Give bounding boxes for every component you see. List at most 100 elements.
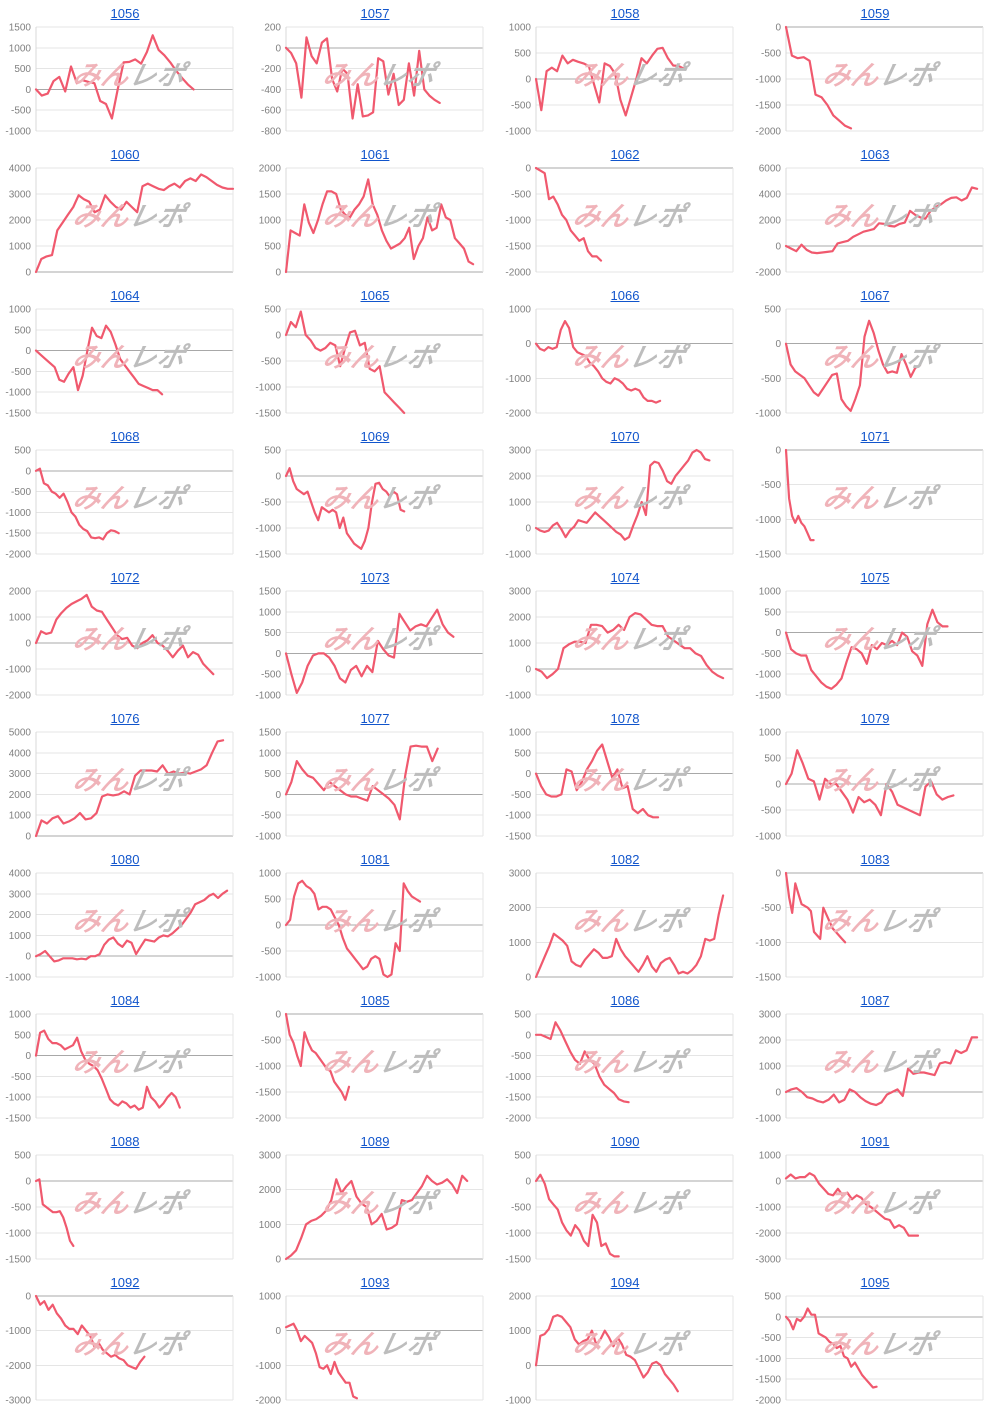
line-chart: 1500 1000 500 0 -500 -1000 みんレポ xyxy=(250,727,500,845)
line-chart: 1000 500 0 -500 -1000 -1500 みんレポ xyxy=(0,304,250,422)
y-tick-label: -2000 xyxy=(505,409,531,420)
line-chart: 3000 2000 1000 0 みんレポ xyxy=(500,868,750,986)
data-series-line xyxy=(784,608,949,690)
chart-title-link[interactable]: 1081 xyxy=(360,852,390,867)
y-tick-label: -1500 xyxy=(5,529,31,540)
y-tick-label: -500 xyxy=(511,1203,531,1214)
y-tick-label: 1000 xyxy=(259,748,282,759)
chart-title-link[interactable]: 1094 xyxy=(610,1275,640,1290)
y-tick-label: 0 xyxy=(275,790,281,801)
chart-title-link[interactable]: 1076 xyxy=(110,711,140,726)
chart-cell: 1084 1000 500 0 -500 -1000 -1500 みんレポ xyxy=(0,987,250,1128)
chart-cell: 1071 0 -500 -1000 -1500 みんレポ xyxy=(750,423,1000,564)
chart-title-link[interactable]: 1083 xyxy=(860,852,890,867)
y-tick-label: -500 xyxy=(761,649,781,660)
y-tick-label: -500 xyxy=(511,190,531,201)
y-tick-label: -1000 xyxy=(505,1072,531,1083)
chart-title-link[interactable]: 1067 xyxy=(860,288,890,303)
line-chart: 3000 2000 1000 0 みんレポ xyxy=(250,1150,500,1268)
chart-title-link[interactable]: 1066 xyxy=(610,288,640,303)
y-tick-label: 3000 xyxy=(9,889,32,900)
chart-title-link[interactable]: 1078 xyxy=(610,711,640,726)
y-tick-label: 500 xyxy=(264,446,281,457)
chart-title-link[interactable]: 1080 xyxy=(110,852,140,867)
chart-title-link[interactable]: 1056 xyxy=(110,6,140,21)
chart-title-link[interactable]: 1070 xyxy=(610,429,640,444)
chart-cell: 1063 6000 4000 2000 0 -2000 みんレポ xyxy=(750,141,1000,282)
chart-title-link[interactable]: 1088 xyxy=(110,1134,140,1149)
chart-title-link[interactable]: 1068 xyxy=(110,429,140,444)
y-tick-label: 500 xyxy=(764,305,781,316)
y-tick-label: 0 xyxy=(775,446,781,457)
y-tick-label: -1000 xyxy=(255,1062,281,1073)
y-tick-label: 500 xyxy=(14,1151,31,1162)
y-tick-label: -1000 xyxy=(505,691,531,702)
chart-title-link[interactable]: 1073 xyxy=(360,570,390,585)
data-series-line xyxy=(534,448,711,541)
chart-title-link[interactable]: 1060 xyxy=(110,147,140,162)
chart-title-link[interactable]: 1063 xyxy=(860,147,890,162)
chart-title-link[interactable]: 1087 xyxy=(860,993,890,1008)
y-tick-label: -500 xyxy=(511,101,531,112)
data-series-line xyxy=(34,739,225,838)
chart-title-link[interactable]: 1091 xyxy=(860,1134,890,1149)
line-chart: 0 -500 -1000 -1500 -2000 みんレポ xyxy=(750,22,1000,140)
chart-title-link[interactable]: 1057 xyxy=(360,6,390,21)
y-tick-label: -1000 xyxy=(505,216,531,227)
y-tick-label: 1000 xyxy=(509,305,532,316)
line-chart: 200 0 -200 -400 -600 -800 みんレポ xyxy=(250,22,500,140)
chart-cell: 1073 1500 1000 500 0 -500 -1000 みんレポ xyxy=(250,564,500,705)
y-tick-label: 0 xyxy=(25,85,31,96)
chart-title-link[interactable]: 1093 xyxy=(360,1275,390,1290)
y-tick-label: -1000 xyxy=(755,938,781,949)
y-tick-label: -500 xyxy=(261,357,281,368)
y-tick-label: 1000 xyxy=(9,305,32,316)
chart-title-link[interactable]: 1061 xyxy=(360,147,390,162)
chart-title-link[interactable]: 1090 xyxy=(610,1134,640,1149)
y-tick-label: -1000 xyxy=(255,973,281,984)
chart-title-link[interactable]: 1089 xyxy=(360,1134,390,1149)
chart-title-link[interactable]: 1092 xyxy=(110,1275,140,1290)
chart-title-link[interactable]: 1079 xyxy=(860,711,890,726)
y-tick-label: 0 xyxy=(25,346,31,357)
y-tick-label: -1000 xyxy=(755,1203,781,1214)
chart-title-link[interactable]: 1071 xyxy=(860,429,890,444)
chart-title-link[interactable]: 1082 xyxy=(610,852,640,867)
y-tick-label: 0 xyxy=(275,331,281,342)
chart-cell: 1064 1000 500 0 -500 -1000 -1500 みんレポ xyxy=(0,282,250,423)
chart-cell: 1088 500 0 -500 -1000 -1500 みんレポ xyxy=(0,1128,250,1269)
y-tick-label: 1500 xyxy=(9,23,32,34)
y-tick-label: -200 xyxy=(261,64,281,75)
chart-title-link[interactable]: 1074 xyxy=(610,570,640,585)
y-tick-label: 0 xyxy=(775,23,781,34)
line-chart: 0 -500 -1000 -1500 -2000 みんレポ xyxy=(500,163,750,281)
chart-title-link[interactable]: 1064 xyxy=(110,288,140,303)
data-series-line xyxy=(34,467,120,541)
chart-title-link[interactable]: 1085 xyxy=(360,993,390,1008)
y-tick-label: -500 xyxy=(11,1203,31,1214)
chart-title-link[interactable]: 1069 xyxy=(360,429,390,444)
chart-cell: 1083 0 -500 -1000 -1500 みんレポ xyxy=(750,846,1000,987)
chart-title-link[interactable]: 1058 xyxy=(610,6,640,21)
line-chart: 0 -500 -1000 -1500 みんレポ xyxy=(750,868,1000,986)
y-tick-label: -500 xyxy=(761,374,781,385)
y-tick-label: -1000 xyxy=(255,691,281,702)
y-tick-label: -2000 xyxy=(755,1229,781,1240)
chart-cell: 1075 1000 500 0 -500 -1000 -1500 みんレポ xyxy=(750,564,1000,705)
chart-title-link[interactable]: 1062 xyxy=(610,147,640,162)
chart-title-link[interactable]: 1075 xyxy=(860,570,890,585)
y-tick-label: -1000 xyxy=(505,127,531,138)
y-tick-label: -2000 xyxy=(755,1396,781,1407)
chart-cell: 1058 1000 500 0 -500 -1000 みんレポ xyxy=(500,0,750,141)
chart-title-link[interactable]: 1084 xyxy=(110,993,140,1008)
chart-title-link[interactable]: 1095 xyxy=(860,1275,890,1290)
line-chart: 4000 3000 2000 1000 0 -1000 みんレポ xyxy=(0,868,250,986)
chart-title-link[interactable]: 1072 xyxy=(110,570,140,585)
data-series-line xyxy=(34,1178,75,1248)
chart-title-link[interactable]: 1065 xyxy=(360,288,390,303)
chart-title-link[interactable]: 1086 xyxy=(610,993,640,1008)
chart-cell: 1081 1000 500 0 -500 -1000 みんレポ xyxy=(250,846,500,987)
data-series-line xyxy=(34,1294,146,1370)
chart-title-link[interactable]: 1077 xyxy=(360,711,390,726)
chart-title-link[interactable]: 1059 xyxy=(860,6,890,21)
